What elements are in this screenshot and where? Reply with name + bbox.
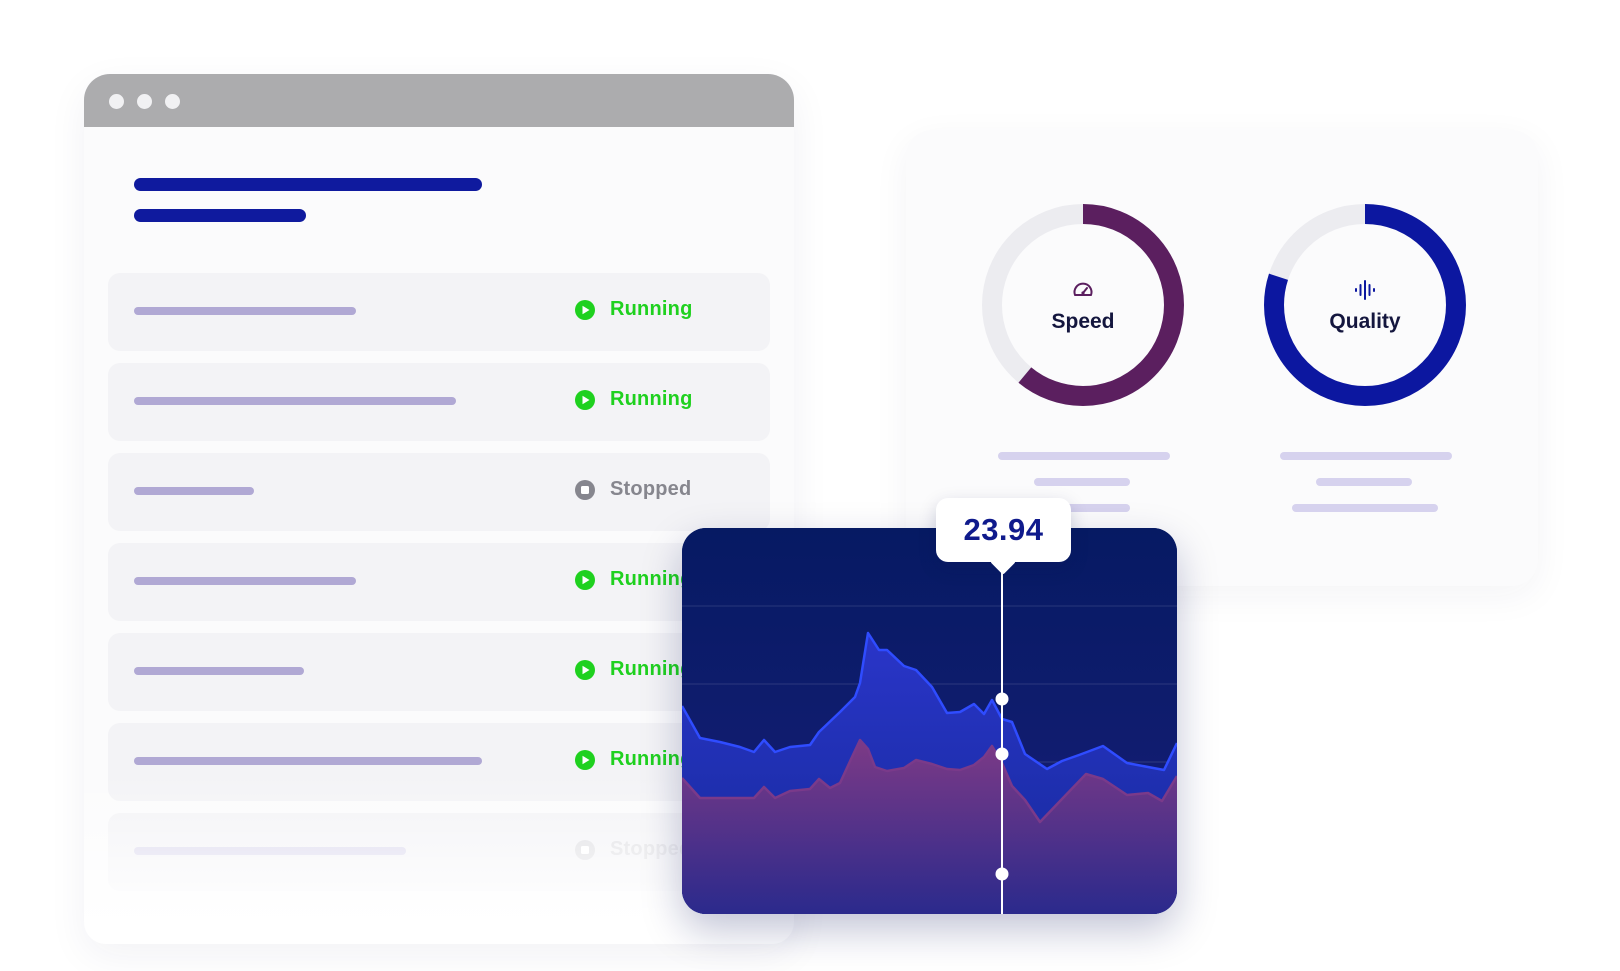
- speed-gauge[interactable]: Speed: [980, 202, 1186, 408]
- status-indicator: Stopped: [574, 478, 691, 501]
- speed-ring: [982, 204, 1184, 406]
- process-name-placeholder: [134, 487, 254, 495]
- title-placeholder: [134, 178, 482, 191]
- status-indicator: Stopped: [574, 838, 691, 861]
- status-indicator: Running: [574, 748, 692, 771]
- value-tooltip: 23.94: [936, 498, 1071, 562]
- quality-label: Quality: [1329, 310, 1401, 333]
- status-indicator: Running: [574, 658, 692, 681]
- process-row[interactable]: Running: [108, 633, 770, 711]
- status-label: Running: [610, 568, 693, 590]
- play-icon: [575, 299, 595, 320]
- process-row[interactable]: Stopped: [108, 453, 770, 531]
- window-dot-minimize[interactable]: [137, 94, 152, 109]
- process-name-placeholder: [134, 757, 482, 765]
- process-row[interactable]: Running: [108, 723, 770, 801]
- lower-series-line: [682, 738, 1177, 824]
- window-titlebar: [84, 74, 794, 127]
- crosshair-point-base[interactable]: [995, 867, 1009, 881]
- quality-caption-line: [1280, 452, 1452, 460]
- subtitle-placeholder: [134, 209, 306, 222]
- process-name-placeholder: [134, 667, 304, 675]
- quality-caption-line: [1316, 478, 1412, 486]
- quality-caption-line: [1292, 504, 1438, 512]
- crosshair-point-upper[interactable]: [995, 692, 1009, 706]
- process-row[interactable]: Stopped: [108, 813, 770, 891]
- process-row[interactable]: Running: [108, 273, 770, 351]
- status-label: Running: [610, 298, 693, 320]
- process-row[interactable]: Running: [108, 543, 770, 621]
- status-indicator: Running: [574, 388, 692, 411]
- play-icon: [575, 389, 595, 410]
- speed-arc: [982, 204, 1184, 406]
- area-chart-svg: [682, 528, 1177, 914]
- stop-icon: [575, 479, 595, 500]
- window-dot-close[interactable]: [109, 94, 124, 109]
- tooltip-value: 23.94: [963, 512, 1044, 547]
- upper-series-line: [682, 631, 1177, 772]
- process-row[interactable]: Running: [108, 363, 770, 441]
- speed-caption-line: [1058, 504, 1130, 512]
- area-chart[interactable]: [682, 528, 1177, 914]
- process-name-placeholder: [134, 577, 356, 585]
- status-label: Running: [610, 748, 693, 770]
- window-dot-maximize[interactable]: [165, 94, 180, 109]
- speed-caption-line: [1034, 478, 1130, 486]
- process-name-placeholder: [134, 307, 356, 315]
- status-indicator: Running: [574, 298, 692, 321]
- status-label: Stopped: [610, 478, 692, 500]
- stop-icon: [575, 839, 595, 860]
- quality-ring: [1264, 204, 1466, 406]
- crosshair-point-lower[interactable]: [995, 747, 1009, 761]
- audio-wave-icon: [1355, 280, 1375, 300]
- process-name-placeholder: [134, 397, 456, 405]
- process-name-placeholder: [134, 847, 406, 855]
- status-label: Running: [610, 388, 693, 410]
- speedometer-icon: [1073, 282, 1093, 296]
- process-window: Running Running Stopped Running Running: [84, 74, 794, 944]
- speed-label: Speed: [1051, 310, 1115, 333]
- lower-series-area: [682, 740, 1177, 914]
- play-icon: [575, 569, 595, 590]
- quality-gauge[interactable]: Quality: [1262, 202, 1468, 408]
- status-label: Stopped: [610, 838, 692, 860]
- play-icon: [575, 749, 595, 770]
- quality-arc: [1264, 204, 1466, 406]
- speed-caption-line: [998, 452, 1170, 460]
- play-icon: [575, 659, 595, 680]
- status-indicator: Running: [574, 568, 692, 591]
- status-label: Running: [610, 658, 693, 680]
